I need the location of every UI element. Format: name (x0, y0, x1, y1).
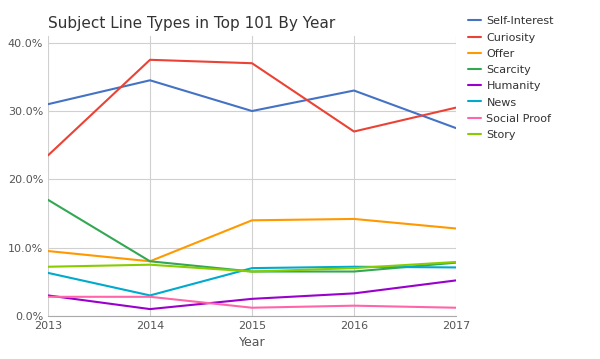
Scarcity (44, 198, 52, 202)
Line: Curiosity: Curiosity (48, 60, 456, 155)
Scarcity (146, 259, 154, 264)
Offer (350, 217, 358, 221)
X-axis label: Year: Year (239, 336, 265, 349)
Humanity (146, 307, 154, 311)
Line: Story: Story (48, 262, 456, 271)
Self-Interest (146, 78, 154, 83)
Line: Offer: Offer (48, 219, 456, 261)
Humanity (452, 278, 460, 283)
Social Proof (350, 303, 358, 308)
Legend: Self-Interest, Curiosity, Offer, Scarcity, Humanity, News, Social Proof, Story: Self-Interest, Curiosity, Offer, Scarcit… (467, 16, 554, 140)
Line: News: News (48, 267, 456, 295)
Curiosity (248, 61, 256, 65)
Self-Interest (452, 126, 460, 130)
Self-Interest (248, 109, 256, 113)
News (146, 293, 154, 298)
Story (44, 265, 52, 269)
Story (248, 269, 256, 274)
News (350, 265, 358, 269)
Story (452, 260, 460, 264)
Social Proof (248, 306, 256, 310)
Social Proof (146, 295, 154, 299)
Curiosity (452, 106, 460, 110)
Curiosity (350, 129, 358, 134)
News (248, 266, 256, 270)
Humanity (248, 297, 256, 301)
Humanity (350, 291, 358, 295)
Social Proof (44, 295, 52, 299)
Text: Subject Line Types in Top 101 By Year: Subject Line Types in Top 101 By Year (48, 15, 335, 31)
Line: Self-Interest: Self-Interest (48, 80, 456, 128)
Line: Social Proof: Social Proof (48, 297, 456, 308)
Curiosity (44, 153, 52, 158)
Offer (248, 218, 256, 223)
Curiosity (146, 58, 154, 62)
Social Proof (452, 306, 460, 310)
Offer (452, 226, 460, 230)
Scarcity (452, 261, 460, 265)
Self-Interest (44, 102, 52, 106)
Offer (44, 249, 52, 253)
Offer (146, 259, 154, 264)
Story (350, 266, 358, 270)
News (452, 265, 460, 270)
Line: Scarcity: Scarcity (48, 200, 456, 271)
Scarcity (350, 269, 358, 274)
Humanity (44, 293, 52, 298)
Story (146, 262, 154, 267)
Scarcity (248, 269, 256, 274)
News (44, 271, 52, 275)
Self-Interest (350, 88, 358, 93)
Line: Humanity: Humanity (48, 280, 456, 309)
